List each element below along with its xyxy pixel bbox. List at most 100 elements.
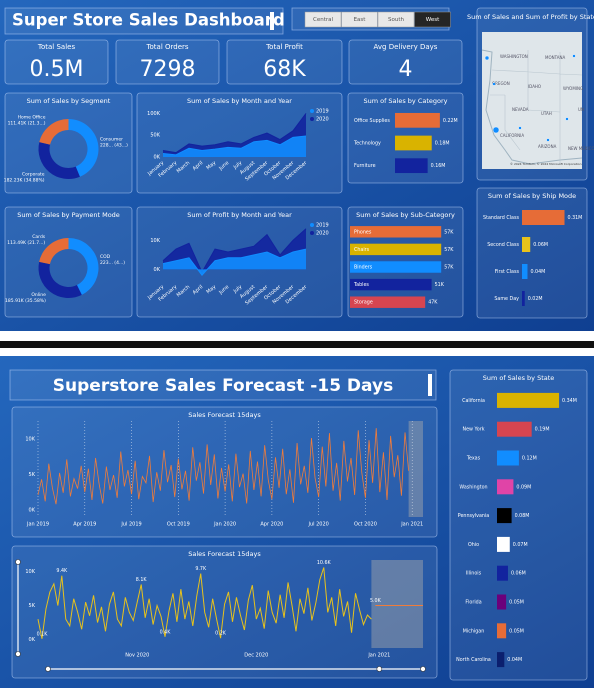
bar	[350, 243, 442, 256]
value-label: 57K	[444, 247, 454, 253]
category-label: Chairs	[354, 247, 370, 253]
map-bubble	[484, 55, 490, 61]
map-label: OREGON	[492, 81, 510, 86]
kpi-card	[4, 39, 109, 85]
map-label: NEVADA	[512, 107, 529, 112]
slicer-button[interactable]	[341, 11, 378, 28]
slider-handle[interactable]	[376, 666, 383, 672]
kpi-label: Total Profit	[265, 43, 303, 51]
map-label: WYOMING	[563, 86, 583, 91]
value-label: 0.05M	[509, 600, 524, 606]
legend-label: 2020	[316, 117, 329, 123]
slider-handle[interactable]	[45, 666, 51, 672]
donut-slice	[68, 119, 99, 177]
map-label: UTAH	[541, 111, 552, 116]
slicer-button[interactable]	[304, 11, 342, 28]
map-title: Sum of Sales and Sum of Profit by State	[467, 13, 594, 21]
bar	[395, 158, 428, 174]
value-label: 0.31M	[568, 215, 583, 221]
panel	[11, 406, 438, 538]
area-line	[162, 135, 307, 156]
bottom-background	[0, 356, 594, 688]
value-label: 0.07M	[513, 542, 528, 548]
x-tick-label: Oct 2020	[354, 522, 377, 528]
legend-label: 2019	[316, 109, 329, 115]
kpi-card	[348, 39, 463, 85]
slicer-button[interactable]	[414, 11, 451, 28]
data-label: 0.1K	[37, 631, 49, 637]
bar	[522, 210, 565, 225]
y-tick-label: 100K	[147, 111, 161, 117]
x-tick-label: Jan 2019	[26, 522, 49, 528]
y-tick-label: 0K	[29, 637, 36, 643]
bar	[497, 594, 507, 610]
title-box	[9, 369, 437, 401]
map-coast	[481, 49, 583, 165]
slider-handle[interactable]	[420, 666, 426, 672]
kpi-value: 68K	[263, 57, 306, 82]
map-area	[482, 32, 582, 169]
map-bubble	[572, 54, 576, 58]
title-box	[4, 7, 284, 35]
panel	[4, 206, 133, 318]
category-label: Ohio	[468, 542, 479, 548]
donut-value-label: 113.49K (21.7...)	[7, 240, 45, 246]
bar	[350, 261, 442, 273]
legend-swatch	[310, 231, 314, 235]
value-label: 0.19M	[535, 427, 550, 433]
donut-value-label: 185.91K (35.58%)	[5, 298, 46, 304]
bar	[350, 226, 442, 238]
kpi-label: Total Orders	[145, 43, 188, 51]
map-attribution: © 2024 TomTom, © 2024 Microsoft Corporat…	[510, 162, 582, 166]
slicer-label[interactable]: Central	[313, 17, 333, 23]
category-label: Pennsylvania	[458, 513, 490, 519]
value-label: 0.05M	[509, 628, 524, 634]
y-tick-label: 10K	[25, 569, 35, 575]
category-label: Technology	[353, 141, 381, 147]
x-tick-label: Jul 2019	[120, 522, 141, 528]
kpi-label: Avg Delivery Days	[374, 43, 438, 51]
map-label: CALIFORNIA	[500, 133, 524, 138]
value-label: 57K	[444, 229, 454, 235]
x-tick-label: July	[232, 284, 244, 295]
bar	[497, 623, 507, 639]
slicer-label[interactable]: West	[426, 17, 440, 23]
x-tick-label: Dec 2020	[244, 653, 268, 659]
kpi-value: 7298	[140, 57, 196, 82]
slicer-label[interactable]: East	[354, 17, 367, 23]
category-label: Binders	[354, 265, 373, 271]
slicer-button[interactable]	[377, 11, 415, 28]
value-label: 47K	[428, 300, 438, 306]
slider-handle[interactable]	[15, 559, 21, 565]
bar	[350, 278, 432, 291]
donut-category-label: Cards	[32, 234, 46, 240]
value-label: 0.06M	[533, 242, 548, 248]
map-bubble	[546, 138, 550, 142]
category-label: Illinois	[466, 571, 482, 577]
bar	[350, 296, 426, 308]
area-line	[162, 248, 307, 276]
value-label: 0.02M	[528, 296, 543, 302]
value-label: 57K	[444, 265, 454, 271]
map-bubble	[518, 126, 522, 130]
category-label: Standard Class	[483, 215, 519, 221]
y-tick-label: 10K	[25, 436, 35, 442]
donut-category-label: Consumer	[100, 136, 123, 142]
kpi-value: 0.5M	[30, 57, 84, 82]
legend-label: 2019	[316, 223, 329, 229]
panel-title: Sum of Sales by Ship Mode	[488, 192, 576, 200]
kpi-card	[115, 39, 220, 85]
slider-handle[interactable]	[15, 651, 21, 657]
slicer-label[interactable]: South	[388, 17, 404, 23]
x-tick-label: Nov 2020	[125, 653, 149, 659]
x-tick-label: May	[205, 284, 217, 295]
donut-value-label: 223... (4...)	[100, 260, 125, 266]
category-label: Florida	[465, 600, 481, 606]
donut-category-label: Online	[31, 292, 46, 298]
y-tick-label: 0K	[154, 155, 161, 161]
bar	[522, 291, 525, 306]
data-label: 8.1K	[136, 577, 148, 583]
category-label: New York	[463, 427, 485, 433]
donut-category-label: COD	[100, 254, 111, 260]
